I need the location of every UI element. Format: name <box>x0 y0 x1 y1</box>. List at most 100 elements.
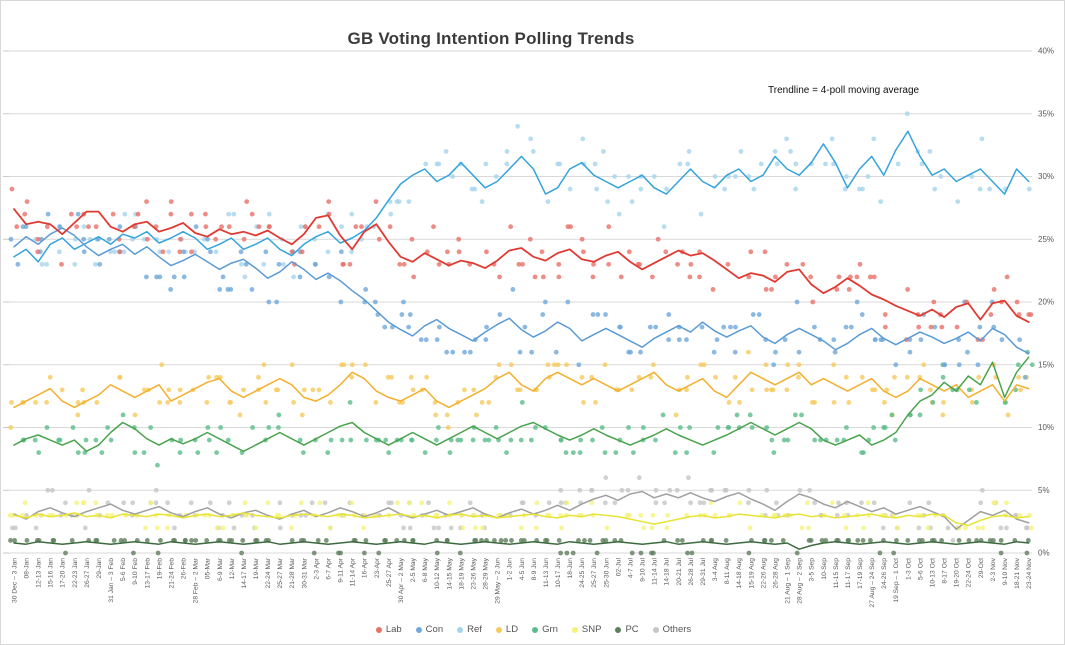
poll-point-ref <box>904 111 910 117</box>
x-axis-label: 29-31 Jul <box>700 557 707 585</box>
poll-point-ld <box>713 374 718 380</box>
poll-point-ref <box>56 249 62 255</box>
poll-point-snp <box>327 525 333 531</box>
poll-point-others <box>686 475 691 481</box>
poll-point-pc <box>24 538 30 543</box>
poll-point-snp <box>665 512 670 518</box>
poll-point-pc <box>998 538 1004 543</box>
poll-point-lab <box>456 249 462 255</box>
poll-point-ld <box>80 387 85 393</box>
x-axis-label: 19-Feb <box>156 558 163 579</box>
poll-point-others <box>520 500 526 506</box>
poll-point-others <box>667 487 673 493</box>
poll-point-con <box>756 312 762 317</box>
poll-point-con <box>382 324 388 330</box>
poll-point-grn <box>155 462 160 468</box>
x-axis-label: 25-30 Jun <box>603 558 610 588</box>
poll-point-grn <box>75 450 81 455</box>
poll-point-pc <box>689 550 695 556</box>
poll-point-lab <box>497 274 502 280</box>
poll-point-others <box>807 487 813 493</box>
poll-point-grn <box>83 437 89 443</box>
x-axis-label: 25-27 Jun <box>591 558 598 588</box>
poll-point-ref <box>483 161 489 167</box>
poll-point-ref <box>686 149 692 154</box>
poll-point-pc <box>289 538 295 543</box>
poll-point-ld <box>904 374 910 380</box>
poll-point-lab <box>24 199 30 205</box>
poll-point-ld <box>316 387 322 393</box>
poll-point-lab <box>387 224 393 230</box>
trendline-annotation: Trendline = 4-poll moving average <box>768 85 920 96</box>
poll-point-pc <box>544 538 550 543</box>
poll-point-ld <box>237 412 243 418</box>
poll-point-con <box>893 362 899 368</box>
x-axis-label: 26-28 Aug <box>772 558 779 589</box>
poll-point-pc <box>564 550 570 556</box>
legend-item-ld: LD <box>495 624 518 635</box>
poll-point-con <box>699 324 705 330</box>
poll-point-ld <box>389 374 394 380</box>
poll-point-lab <box>687 274 693 280</box>
poll-point-con <box>249 287 255 292</box>
trendline-ref <box>13 130 1030 263</box>
poll-point-grn <box>250 425 255 430</box>
poll-point-grn <box>70 425 76 430</box>
poll-point-ld <box>228 400 233 405</box>
poll-point-ld <box>373 400 379 405</box>
poll-point-con <box>168 287 174 292</box>
x-axis-label: 8-17 Oct <box>942 558 949 584</box>
legend-item-others: Others <box>652 624 691 635</box>
poll-point-lab <box>637 261 642 267</box>
poll-point-grn <box>563 450 569 455</box>
poll-point-con <box>831 337 837 343</box>
poll-point-ref <box>528 136 534 142</box>
poll-point-grn <box>348 437 354 443</box>
poll-point-ld <box>275 387 281 393</box>
poll-point-lab <box>539 249 545 255</box>
poll-point-con <box>595 312 601 317</box>
poll-point-pc <box>158 538 163 543</box>
poll-point-lab <box>409 236 415 242</box>
poll-point-ld <box>75 400 81 405</box>
x-axis-label: 24-26 Sep <box>881 558 888 589</box>
poll-point-lab <box>800 261 806 267</box>
x-axis-label: 11-14 Apr <box>350 557 357 586</box>
poll-point-grn <box>108 437 114 443</box>
poll-point-pc <box>685 550 690 556</box>
poll-point-others <box>277 500 283 506</box>
poll-point-con <box>297 274 303 280</box>
poll-point-snp <box>298 500 304 506</box>
poll-point-con <box>326 274 332 280</box>
poll-point-ld <box>408 374 414 380</box>
x-axis-label: 14-18 Jul <box>664 557 671 585</box>
poll-point-ld <box>59 387 65 393</box>
poll-point-lab <box>580 249 586 255</box>
poll-point-pc <box>709 538 715 543</box>
poll-point-snp <box>349 500 355 506</box>
x-axis-label: 21-28 Mar <box>289 557 296 588</box>
poll-point-ld <box>969 400 975 405</box>
poll-point-grn <box>771 450 777 455</box>
poll-point-others <box>448 525 454 531</box>
poll-point-ld <box>327 400 333 405</box>
poll-point-grn <box>640 425 646 430</box>
poll-point-ref <box>39 261 45 267</box>
poll-point-lab <box>347 261 353 267</box>
poll-point-lab <box>213 236 219 242</box>
x-axis-label: 1-2 Jun <box>507 558 514 581</box>
x-axis-label: 31 Jan – 3 Feb <box>108 558 115 603</box>
poll-point-ref <box>793 186 799 192</box>
poll-point-con <box>711 349 717 355</box>
legend-item-con: Con <box>415 624 443 635</box>
x-axis-label: 17-19 Sep <box>857 558 864 589</box>
poll-point-ref <box>122 211 128 217</box>
poll-point-grn <box>892 437 898 443</box>
poll-point-pc <box>576 538 581 543</box>
poll-point-ld <box>256 374 261 380</box>
poll-point-grn <box>812 437 818 443</box>
y-axis-label: 25% <box>1038 235 1054 244</box>
poll-point-pc <box>629 550 635 556</box>
poll-point-pc <box>594 550 600 556</box>
x-axis-label: 14-17 Mar <box>241 557 248 588</box>
